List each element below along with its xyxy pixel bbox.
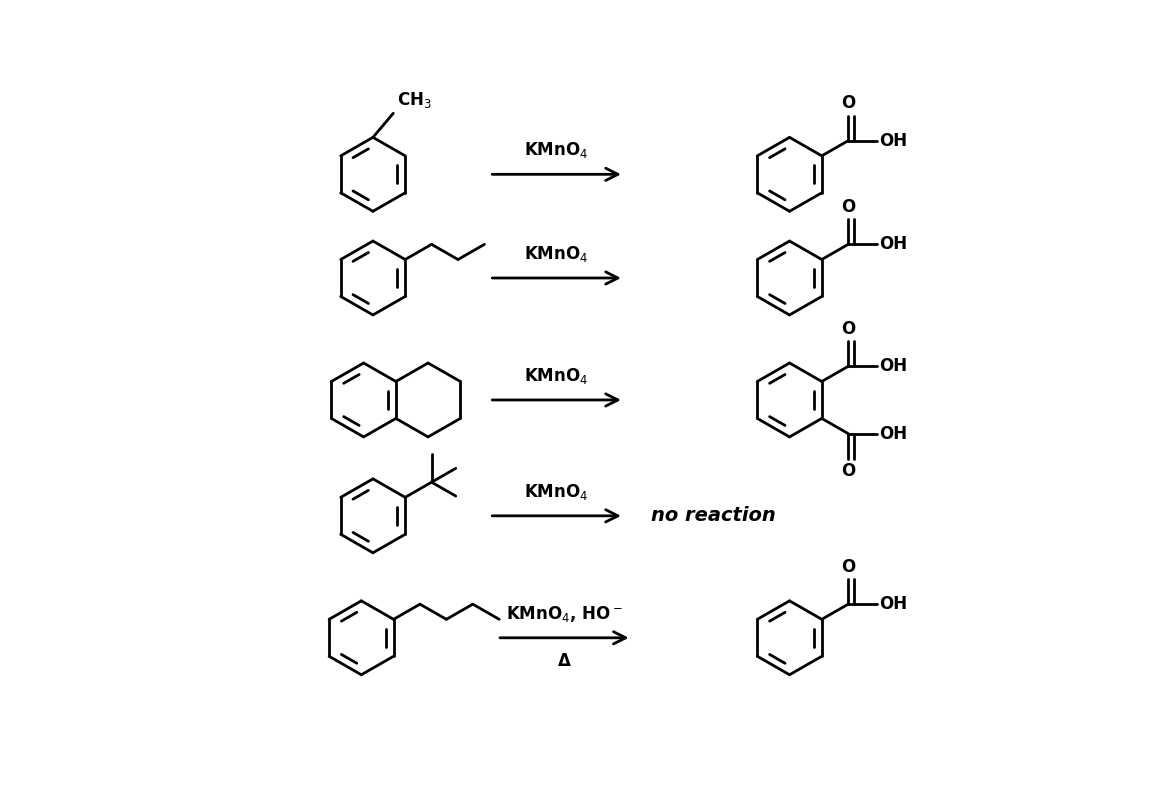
- Text: CH$_3$: CH$_3$: [398, 90, 432, 110]
- Text: OH: OH: [880, 595, 907, 613]
- Text: O: O: [842, 558, 855, 576]
- Text: KMnO$_4$: KMnO$_4$: [525, 244, 588, 264]
- Text: KMnO$_4$: KMnO$_4$: [525, 366, 588, 386]
- Text: OH: OH: [880, 235, 907, 253]
- Text: OH: OH: [880, 425, 907, 443]
- Text: KMnO$_4$: KMnO$_4$: [525, 140, 588, 161]
- Text: KMnO$_4$, HO$^-$: KMnO$_4$, HO$^-$: [506, 604, 623, 624]
- Text: OH: OH: [880, 357, 907, 375]
- Text: O: O: [842, 94, 855, 112]
- Text: O: O: [842, 462, 855, 480]
- Text: O: O: [842, 198, 855, 216]
- Text: Δ: Δ: [558, 652, 571, 670]
- Text: no reaction: no reaction: [651, 506, 776, 525]
- Text: O: O: [842, 320, 855, 338]
- Text: KMnO$_4$: KMnO$_4$: [525, 482, 588, 502]
- Text: OH: OH: [880, 131, 907, 150]
